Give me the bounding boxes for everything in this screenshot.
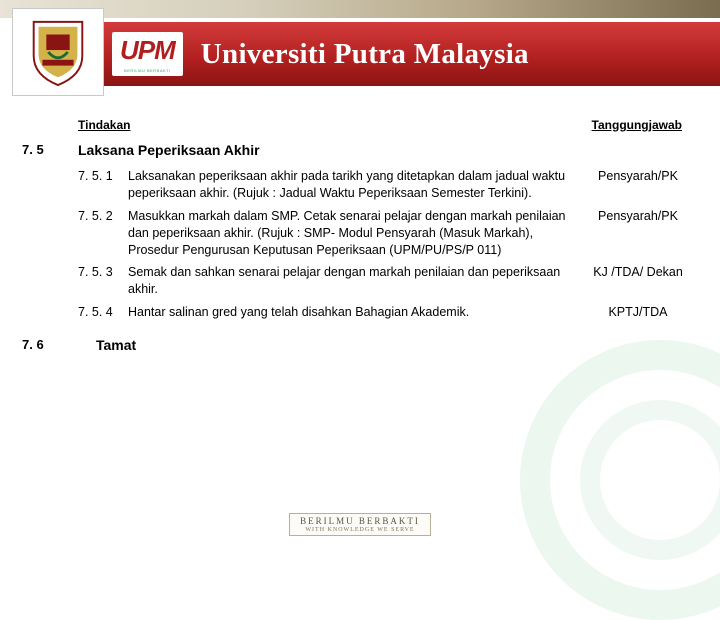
end-section-number: 7. 6 [22,337,78,353]
upm-logo-text: UPM [120,35,175,66]
footer: BERILMU BERBAKTI WITH KNOWLEDGE WE SERVE [0,513,720,536]
content-area: Tindakan Tanggungjawab 7. 5 Laksana Pepe… [0,112,720,510]
procedure-item: 7. 5. 1 Laksanakan peperiksaan akhir pad… [78,168,698,202]
section-row: 7. 5 Laksana Peperiksaan Akhir 7. 5. 1 L… [22,142,698,327]
procedure-item: 7. 5. 2 Masukkan markah dalam SMP. Cetak… [78,208,698,259]
footer-motto-badge: BERILMU BERBAKTI WITH KNOWLEDGE WE SERVE [289,513,431,536]
end-section-label: Tamat [96,337,136,353]
item-responsibility: KJ /TDA/ Dekan [578,264,698,298]
item-number: 7. 5. 1 [78,168,128,202]
item-text: Masukkan markah dalam SMP. Cetak senarai… [128,208,578,259]
procedure-item: 7. 5. 3 Semak dan sahkan senarai pelajar… [78,264,698,298]
item-number: 7. 5. 3 [78,264,128,298]
item-text: Hantar salinan gred yang telah disahkan … [128,304,578,321]
item-responsibility: KPTJ/TDA [578,304,698,321]
upm-logo-badge: UPM BERILMU BERBAKTI [112,32,183,76]
footer-sub: WITH KNOWLEDGE WE SERVE [300,527,420,533]
col-header-responsibility: Tanggungjawab [592,118,682,132]
crest-icon [28,17,88,87]
university-crest [12,8,104,96]
footer-motto: BERILMU BERBAKTI [300,516,420,526]
upm-logo-subtext: BERILMU BERBAKTI [120,68,175,73]
item-responsibility: Pensyarah/PK [578,168,698,202]
top-gradient-strip [0,0,720,18]
university-name: Universiti Putra Malaysia [201,38,529,71]
item-responsibility: Pensyarah/PK [578,208,698,259]
section-number: 7. 5 [22,142,78,327]
item-text: Laksanakan peperiksaan akhir pada tarikh… [128,168,578,202]
col-header-action: Tindakan [78,118,130,132]
procedure-item: 7. 5. 4 Hantar salinan gred yang telah d… [78,304,698,321]
item-number: 7. 5. 4 [78,304,128,321]
item-number: 7. 5. 2 [78,208,128,259]
section-title: Laksana Peperiksaan Akhir [78,142,698,158]
column-headers: Tindakan Tanggungjawab [22,118,698,132]
item-text: Semak dan sahkan senarai pelajar dengan … [128,264,578,298]
header-red-bar: UPM BERILMU BERBAKTI Universiti Putra Ma… [100,22,720,86]
end-section-row: 7. 6 Tamat [22,337,698,353]
header-bar: UPM BERILMU BERBAKTI Universiti Putra Ma… [0,18,720,92]
